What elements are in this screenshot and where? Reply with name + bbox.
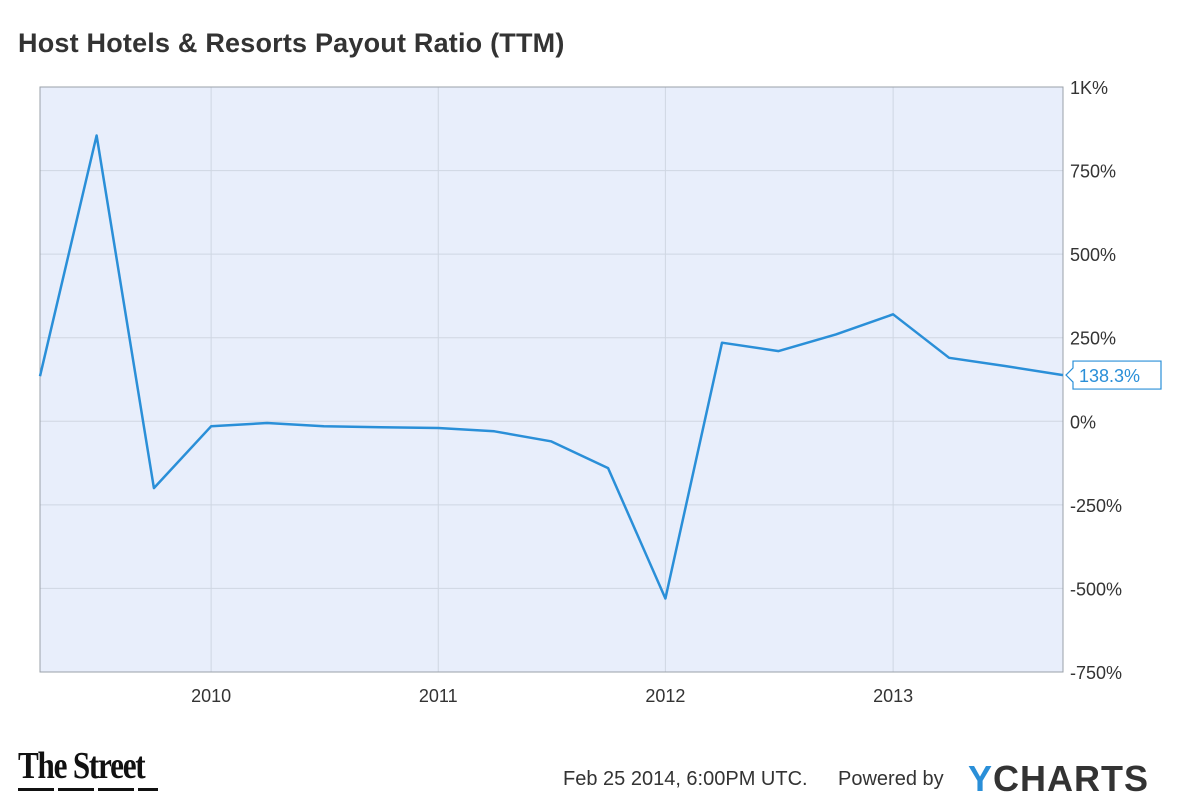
thestreet-logo-text: The Street [18,745,146,787]
chart-title: Host Hotels & Resorts Payout Ratio (TTM) [18,28,565,58]
y-tick-label: 250% [1070,329,1116,349]
thestreet-logo-bars [18,788,158,792]
y-tick-label: -750% [1070,663,1122,683]
x-tick-label: 2013 [873,686,913,706]
x-tick-label: 2012 [645,686,685,706]
plot-border [39,86,1064,673]
y-tick-label: 1K% [1070,78,1108,98]
thestreet-logo: The Street [18,744,172,791]
ycharts-logo-rest: CHARTS [993,758,1150,799]
x-tick-label: 2011 [419,686,458,706]
last-value-label: 138.3% [1079,366,1140,386]
y-tick-label: 0% [1070,412,1096,432]
powered-by-text: Powered by [838,768,944,790]
y-tick-label: -250% [1070,496,1122,516]
footer-timestamp: Feb 25 2014, 6:00PM UTC. [563,768,808,790]
ycharts-logo-y: Y [968,758,994,799]
last-value-callout [1065,360,1162,390]
y-tick-label: 750% [1070,162,1116,182]
y-tick-label: -500% [1070,579,1122,599]
plot-area [40,87,1063,672]
ycharts-logo[interactable]: YCHARTS [968,758,1149,800]
x-tick-label: 2010 [191,686,231,706]
y-tick-label: 500% [1070,245,1116,265]
